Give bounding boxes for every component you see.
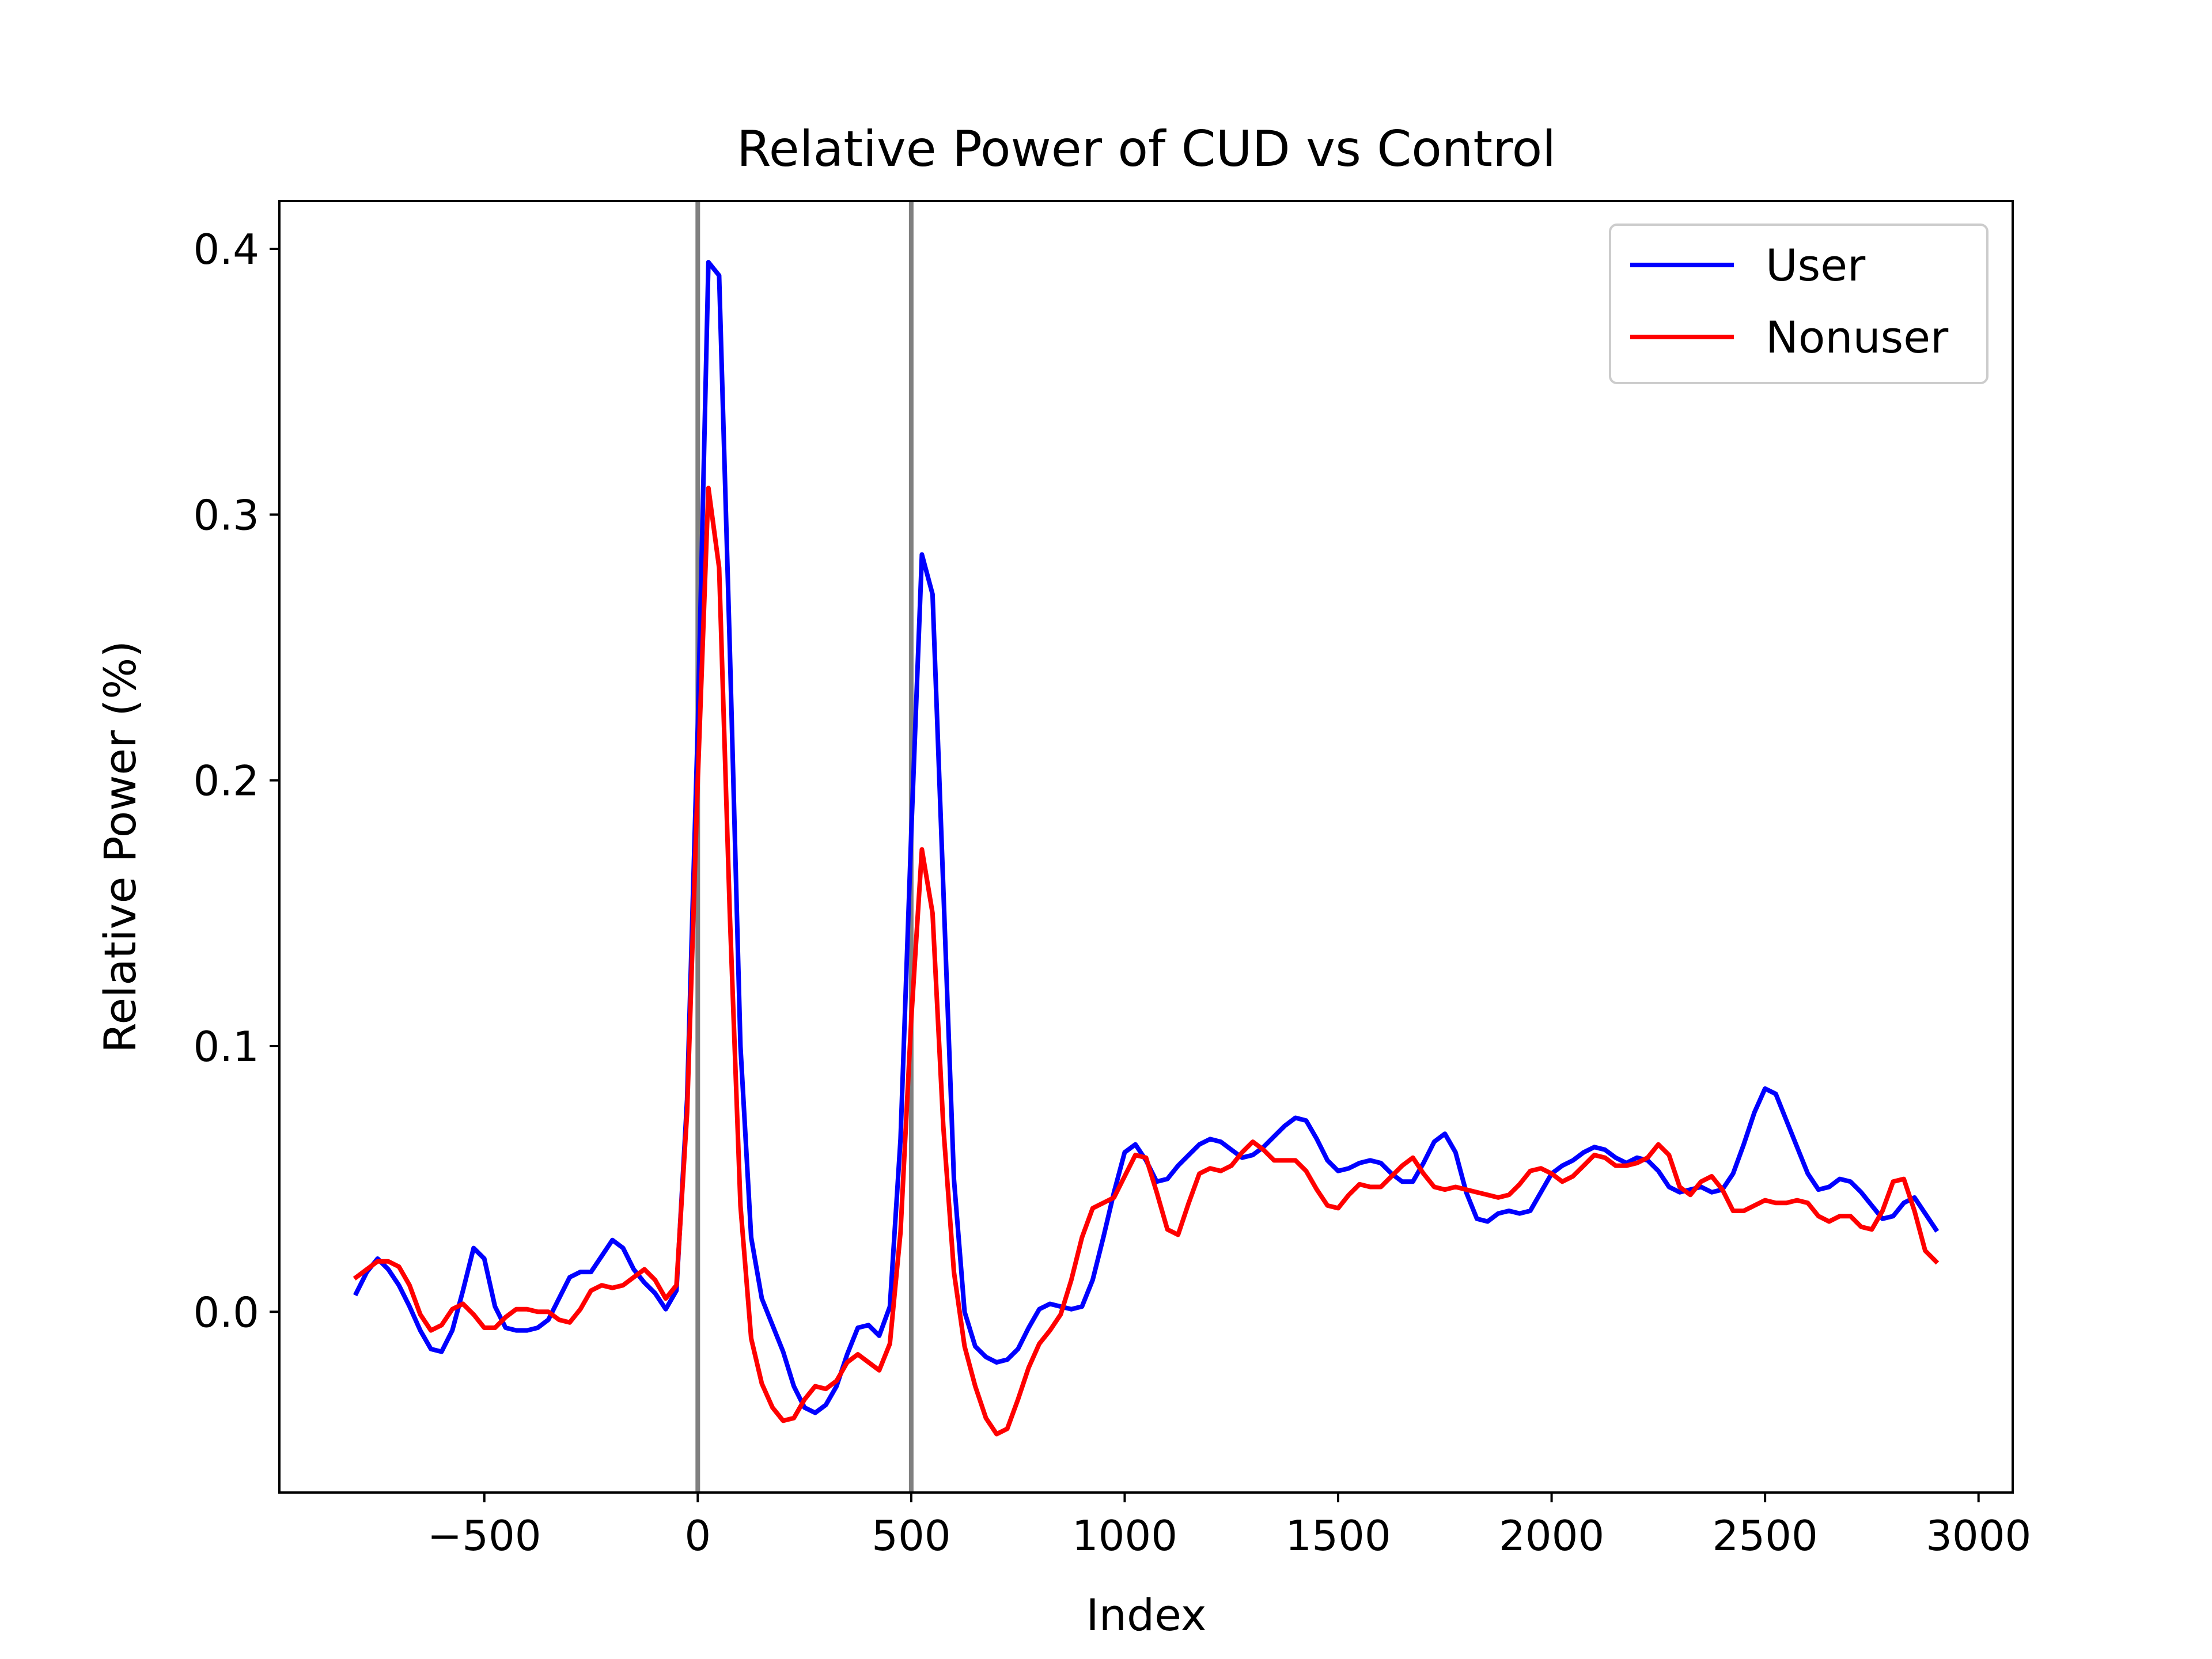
plot-area xyxy=(353,201,1940,1493)
legend-label-nonuser: Nonuser xyxy=(1766,312,1949,363)
axis-ticks: −500 0 500 1000 1500 2000 2500 3000 0.0 0.1 0.2 0.3… xyxy=(193,225,2031,1560)
y-axis-label: Relative Power (%) xyxy=(94,641,146,1053)
y-tick-label: 0.4 xyxy=(193,225,259,274)
series-line-nonuser xyxy=(353,486,1940,1437)
y-tick-label: 0.0 xyxy=(193,1288,259,1336)
y-tick-label: 0.1 xyxy=(193,1022,259,1071)
legend-label-user: User xyxy=(1766,240,1866,291)
x-tick-label: 2500 xyxy=(1713,1512,1818,1560)
x-tick-label: 1000 xyxy=(1072,1512,1177,1560)
x-tick-label: 500 xyxy=(872,1512,950,1560)
x-axis-label: Index xyxy=(1086,1589,1206,1641)
y-tick-label: 0.2 xyxy=(193,757,259,805)
x-tick-label: 1500 xyxy=(1285,1512,1391,1560)
x-tick-label: −500 xyxy=(427,1512,541,1560)
axes-frame xyxy=(278,200,2014,1494)
x-tick-label: 3000 xyxy=(1926,1512,2031,1560)
x-tick-label: 2000 xyxy=(1499,1512,1604,1560)
y-tick-label: 0.3 xyxy=(193,491,259,539)
chart-title: Relative Power of CUD vs Control xyxy=(737,120,1556,178)
legend: User Nonuser xyxy=(1609,224,1988,384)
x-tick-label: 0 xyxy=(684,1512,711,1560)
